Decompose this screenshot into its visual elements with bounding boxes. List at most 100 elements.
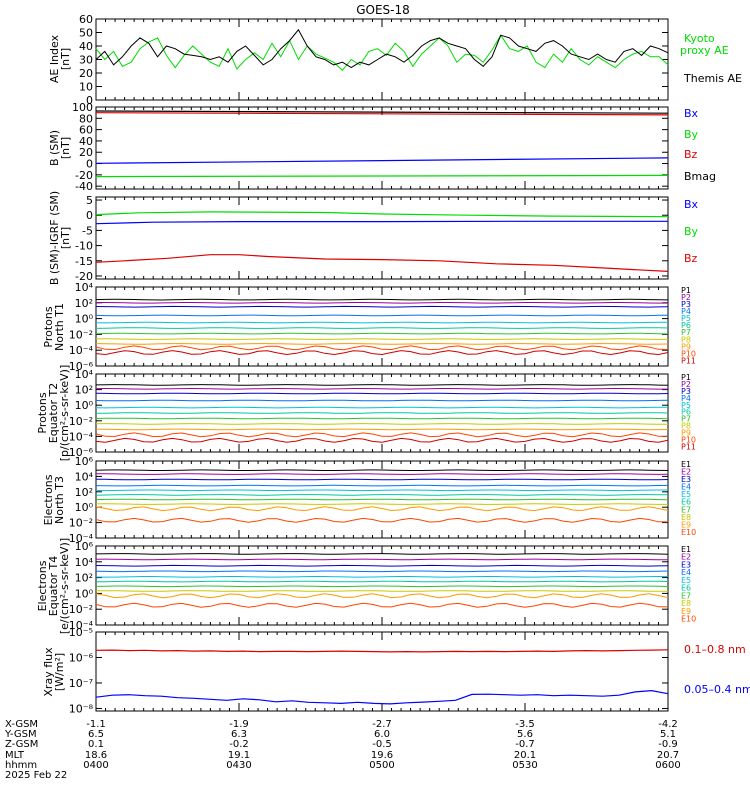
- channel-line: [95, 417, 669, 420]
- legend-entry: E3: [681, 560, 691, 569]
- footer-row-label: Y-GSM: [4, 729, 37, 740]
- footer-value: -0.7: [515, 739, 535, 750]
- y-axis-label: ProtonsEquator T2[p/(cm²-s-sr-keV)]: [36, 365, 71, 462]
- y-tick-label: 10⁻⁴: [69, 532, 94, 545]
- legend-entry: E9: [681, 520, 691, 529]
- y-tick-label: 0: [86, 209, 93, 222]
- channel-line: [95, 469, 669, 471]
- channel-line: [95, 564, 669, 567]
- panel-8: Xray flux[W/m²]10⁻⁸ 10⁻⁷ 10⁻⁶ 10⁻⁵ 0.1–0.8 n…: [42, 626, 750, 715]
- series-line-bz: [95, 112, 669, 116]
- footer-value: 20.7: [657, 750, 679, 761]
- y-axis-label: Xray flux[W/m²]: [42, 647, 66, 697]
- y-tick-label: 10: [79, 81, 93, 94]
- legend-entry: P9: [681, 429, 691, 438]
- legend-entry: E5: [681, 576, 691, 585]
- legend-entry: P8: [681, 335, 691, 344]
- footer-value: 5.6: [517, 729, 533, 740]
- channel-line: [95, 503, 668, 505]
- y-tick-label: 60: [79, 124, 93, 137]
- channel-line: [95, 387, 668, 390]
- footer-value: 0500: [369, 760, 394, 771]
- legend-entry: E8: [681, 513, 691, 522]
- channel-line: [95, 406, 669, 409]
- footer-value: 5.1: [660, 729, 676, 740]
- footer-value: -1.9: [229, 719, 249, 730]
- channel-line: [95, 423, 668, 425]
- channel-line: [95, 517, 669, 523]
- y-tick-label: 10⁰: [75, 313, 94, 326]
- y-tick-label: 10²: [75, 486, 93, 499]
- panel-frame: [95, 18, 669, 101]
- series-line-by: [95, 211, 669, 218]
- y-tick-label: 10⁴: [75, 470, 94, 483]
- channel-line: [95, 570, 669, 573]
- y-tick-label: 80: [79, 112, 93, 125]
- channel-line: [95, 338, 668, 340]
- channel-line: [95, 580, 669, 583]
- y-tick-label: 10⁻²: [69, 415, 93, 428]
- y-tick-label: -20: [75, 169, 93, 182]
- channel-line: [95, 345, 669, 351]
- footer-value: -0.2: [229, 739, 249, 750]
- legend-entry: E7: [681, 505, 691, 514]
- y-tick-label: 100: [72, 101, 93, 114]
- legend-entry: E4: [681, 568, 691, 577]
- footer-value: 19.1: [228, 750, 250, 761]
- y-tick-label: 10⁶: [75, 455, 94, 468]
- legend-entry: P4: [681, 307, 691, 316]
- panel-5: ProtonsEquator T2[p/(cm²-s-sr-keV)]10⁻⁶ 1…: [36, 365, 696, 462]
- y-tick-label: 0: [86, 94, 93, 107]
- legend-entry: E10: [681, 615, 696, 624]
- y-axis-label: ElectronsNorth T3: [42, 474, 66, 525]
- footer-value: 6.0: [374, 729, 390, 740]
- footer-value: 6.5: [88, 729, 104, 740]
- footer-value: -1.1: [86, 719, 106, 730]
- footer-date: 2025 Feb 22: [5, 770, 67, 781]
- footer-value: 0530: [512, 760, 537, 771]
- y-tick-label: 10⁻⁶: [69, 446, 94, 459]
- legend-entry: P2: [681, 293, 691, 302]
- y-tick-label: 10⁻²: [69, 517, 93, 530]
- panel-frame: [95, 631, 669, 712]
- y-axis-label: ProtonsNorth T1: [42, 303, 66, 351]
- y-tick-label: 10⁻⁵: [69, 626, 93, 639]
- y-tick-label: -15: [75, 255, 93, 268]
- chart-title: GOES-18: [356, 3, 410, 17]
- legend-entry: P11: [681, 442, 696, 451]
- channel-line: [95, 428, 669, 431]
- footer-value: 6.3: [231, 729, 247, 740]
- channel-line: [95, 553, 669, 555]
- channel-line: [95, 484, 669, 487]
- legend-entry: P1: [681, 286, 691, 295]
- channel-line: [95, 392, 669, 395]
- legend-entry: E2: [681, 553, 691, 562]
- legend-entry: P7: [681, 328, 691, 337]
- legend-entry: E1: [681, 545, 691, 554]
- legend-entry: P3: [681, 387, 691, 396]
- legend-entry: E5: [681, 490, 691, 499]
- y-tick-label: 10⁰: [75, 587, 94, 600]
- footer-row-label: MLT: [5, 750, 25, 761]
- legend-entry: E3: [681, 475, 691, 484]
- series-line-black: [95, 28, 669, 69]
- y-tick-label: 10⁻⁷: [69, 677, 93, 690]
- y-tick-label: 10⁻⁸: [69, 702, 94, 715]
- footer-value: 0400: [83, 760, 108, 771]
- legend-entry: P5: [681, 401, 691, 410]
- legend-entry: E6: [681, 584, 691, 593]
- footer-value: -2.7: [372, 719, 392, 730]
- legend-entry: P1: [681, 373, 691, 382]
- y-tick-label: 10⁻⁶: [69, 360, 94, 373]
- footer-row-label: X-GSM: [5, 719, 38, 730]
- y-tick-label: 10⁴: [75, 281, 94, 294]
- legend-entry: P3: [681, 300, 691, 309]
- legend-entry: P10: [681, 436, 696, 445]
- series-line-by: [95, 174, 669, 178]
- y-tick-label: 10⁻⁴: [69, 344, 94, 357]
- y-tick-label: 10⁰: [75, 399, 94, 412]
